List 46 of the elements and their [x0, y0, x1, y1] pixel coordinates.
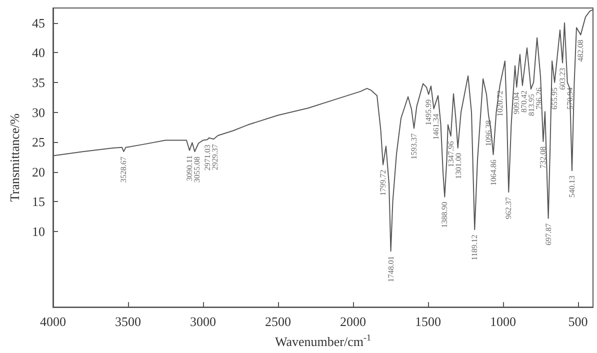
annotation: 1096.38	[484, 120, 494, 146]
annotation: 697.87	[544, 223, 553, 246]
annotation: 1388.90	[440, 202, 450, 228]
annotation: 540.13	[567, 176, 576, 198]
annotation: 2971.03	[202, 144, 212, 171]
annotation: 962.37	[504, 197, 514, 220]
y-axis-title: Transmittance/%	[7, 113, 22, 202]
x-tick-label: 500	[568, 314, 588, 330]
x-tick-label: 1000	[490, 314, 516, 330]
y-tick-label: 10	[32, 224, 45, 239]
annotation: 1495.99	[424, 99, 434, 126]
x-tick-label: 2000	[340, 314, 366, 330]
annotation: 603.23	[558, 68, 568, 90]
annotation: 2929.37	[210, 144, 220, 170]
x-tick-label: 4000	[40, 314, 66, 330]
x-tick-label: 3000	[190, 314, 216, 330]
x-tick-label: 1500	[415, 314, 441, 330]
y-tick-label: 25	[32, 134, 45, 150]
y-tick-label: 15	[32, 194, 45, 210]
annotation: 870.42	[520, 90, 529, 112]
annotation: 1301.00	[454, 153, 463, 180]
y-tick-label: 20	[32, 164, 45, 180]
annotation: 3090.11	[184, 155, 194, 182]
y-tick-label: 35	[32, 74, 45, 90]
annotation: 655.95	[550, 87, 560, 110]
annotation: 570.94	[566, 87, 575, 110]
annotation: 1748.01	[386, 256, 396, 282]
annotation: 1461.34	[432, 114, 441, 140]
annotation: 813.95	[527, 94, 536, 116]
annotation: 3528.67	[119, 156, 128, 183]
x-tick-label: 3500	[115, 314, 141, 330]
annotation: 482.08	[576, 40, 586, 62]
x-tick-label: 2500	[265, 314, 291, 330]
annotation: 1020.72	[495, 90, 504, 116]
y-tick-label: 30	[32, 104, 45, 120]
annotation: 1347.96	[446, 141, 456, 168]
annotation: 3055.08	[192, 156, 202, 183]
annotation: 909.04	[512, 92, 522, 114]
annotation: 1799.72	[378, 170, 388, 196]
y-tick-label: 45	[32, 15, 45, 30]
annotation: 732.08	[538, 146, 548, 168]
annotation: 796.26	[534, 87, 544, 110]
annotation: 1593.37	[409, 133, 418, 160]
y-tick-label: 40	[32, 45, 45, 60]
annotation: 1189.12	[470, 234, 480, 260]
annotation: 1064.86	[488, 160, 498, 186]
